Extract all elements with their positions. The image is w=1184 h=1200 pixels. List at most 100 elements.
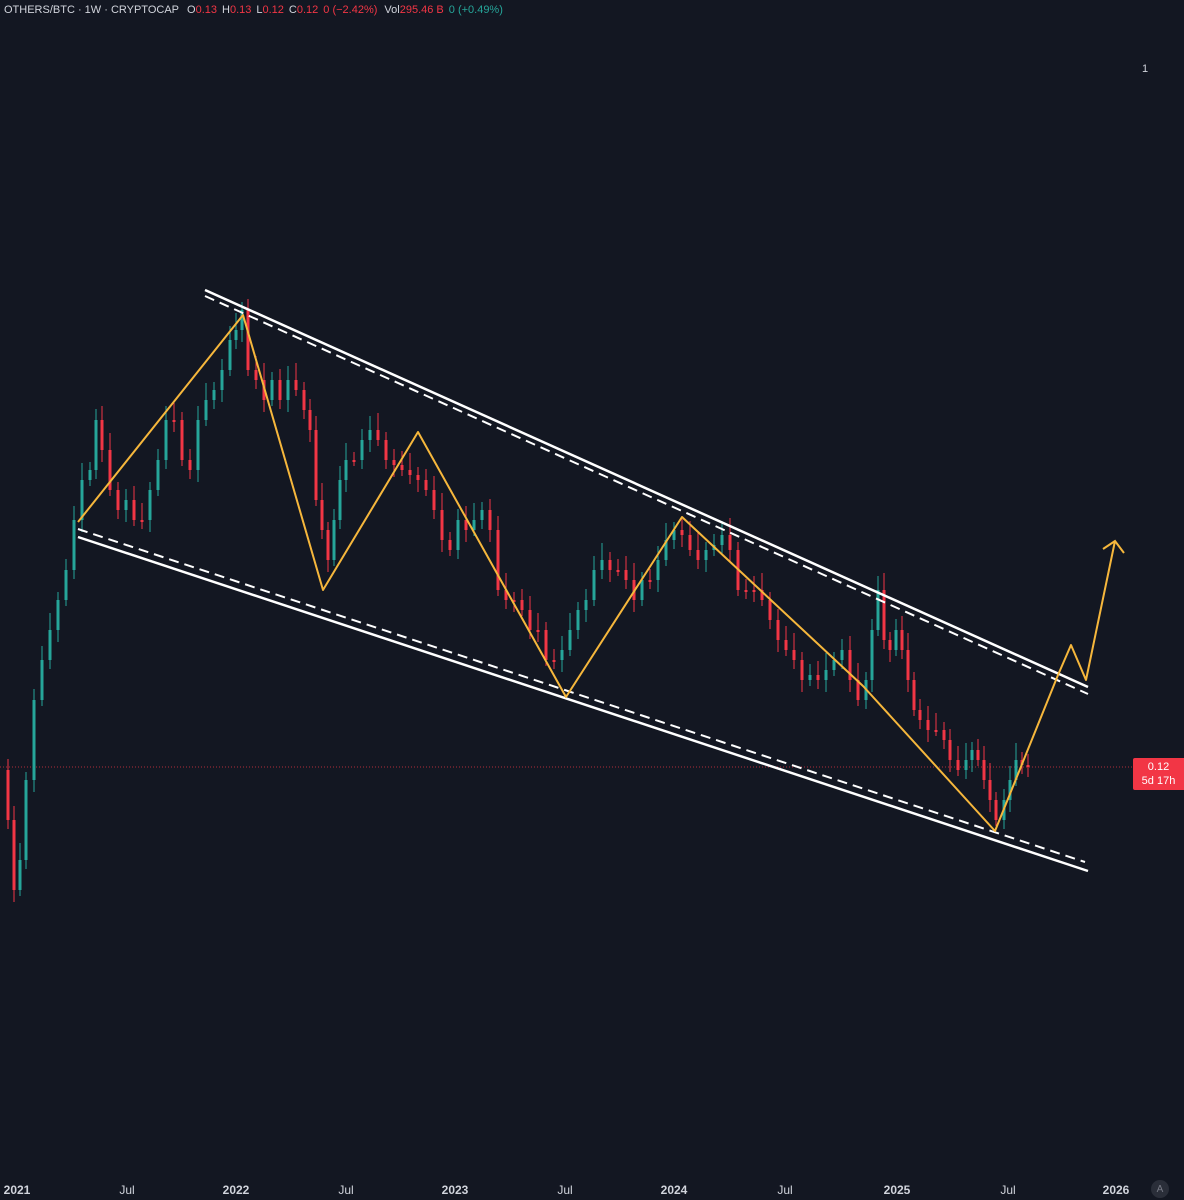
candle-body (918, 710, 922, 720)
candle-body (934, 730, 938, 732)
wave-zigzag-line (77, 314, 1116, 832)
candle-body (72, 520, 76, 570)
time-axis-label: Jul (1000, 1183, 1016, 1197)
candle-body (40, 660, 44, 700)
candle-body (56, 600, 60, 630)
candle-body (448, 540, 452, 550)
candle-body (608, 560, 612, 570)
candle-body (816, 675, 820, 680)
candle-body (286, 380, 290, 400)
candle-body (116, 490, 120, 510)
wave-path (77, 314, 1125, 832)
candlestick-series (6, 299, 1030, 902)
candle-body (80, 480, 84, 520)
candle-body (432, 490, 436, 510)
wave-arrowhead (1102, 539, 1125, 554)
candle-body (326, 530, 330, 560)
candle-body (976, 750, 980, 760)
open-label: O (187, 4, 196, 16)
candle-body (688, 535, 692, 550)
candle-body (696, 550, 700, 560)
time-axis-label: Jul (777, 1183, 793, 1197)
candle-body (254, 370, 258, 380)
candle-body (906, 650, 910, 680)
candle-body (270, 380, 274, 400)
candle-body (584, 600, 588, 610)
candle-body (302, 390, 306, 410)
channel-lower-line (77, 535, 1089, 873)
candle-body (376, 430, 380, 440)
candle-body (536, 630, 540, 632)
symbol-title[interactable]: OTHERS/BTC · 1W · CRYPTOCAP (4, 4, 180, 16)
candle-body (776, 620, 780, 640)
candle-body (988, 780, 992, 800)
volume-label: Vol (384, 4, 400, 16)
candle-body (912, 680, 916, 710)
channel-lower-dashed-line (77, 528, 1086, 863)
candle-body (246, 310, 250, 370)
candle-body (496, 530, 500, 590)
candle-body (792, 650, 796, 660)
time-axis-label: 2024 (660, 1183, 688, 1197)
current-price-value: 0.12 (1147, 761, 1170, 773)
candle-body (552, 660, 556, 662)
candle-body (568, 630, 572, 650)
candle-body (888, 640, 892, 650)
candle-body (156, 460, 160, 490)
candle-body (704, 550, 708, 560)
candle-body (332, 520, 336, 560)
candle-body (472, 520, 476, 530)
candle-body (784, 640, 788, 650)
candle-body (338, 480, 342, 520)
candle-body (882, 590, 886, 640)
auto-scale-button[interactable]: A (1151, 1180, 1169, 1198)
candle-body (220, 370, 224, 390)
candle-body (624, 570, 628, 580)
candle-body (870, 630, 874, 680)
candle-body (234, 330, 238, 340)
candle-body (18, 860, 22, 890)
candle-body (228, 340, 232, 370)
candle-body (744, 590, 748, 592)
time-axis-label: Jul (119, 1183, 135, 1197)
candle-body (172, 420, 176, 422)
candle-body (680, 530, 684, 535)
candle-body (32, 700, 36, 780)
candle-body (640, 580, 644, 600)
channel-upper-line (204, 288, 1089, 689)
candle-body (188, 460, 192, 470)
high-value: 0.13 (229, 4, 252, 16)
candle-body (832, 660, 836, 670)
candle-body (132, 500, 136, 520)
candle-body (982, 760, 986, 780)
channel-upper-dashed-line (204, 295, 1089, 695)
candle-body (970, 750, 974, 760)
candle-body (240, 310, 244, 330)
price-change: 0 (−2.42%) (323, 4, 378, 16)
candle-body (12, 820, 16, 890)
candle-body (124, 500, 128, 510)
time-axis-label: 2023 (441, 1183, 469, 1197)
candle-body (408, 470, 412, 475)
candle-body (464, 520, 468, 530)
candle-body (320, 500, 324, 530)
candle-body (488, 510, 492, 530)
candle-body (824, 670, 828, 680)
candle-body (672, 530, 676, 540)
high-label: H (222, 4, 230, 16)
candle-body (664, 540, 668, 560)
candle-body (856, 680, 860, 700)
candle-body (994, 800, 998, 820)
candle-body (64, 570, 68, 600)
low-label: L (256, 4, 263, 16)
candle-body (212, 390, 216, 400)
time-axis-label: Jul (557, 1183, 573, 1197)
candle-body (24, 780, 28, 860)
candle-body (504, 590, 508, 600)
time-axis-label: 2021 (3, 1183, 31, 1197)
candle-body (894, 630, 898, 650)
candle-body (368, 430, 372, 440)
volume-change: 0 (+0.49%) (448, 4, 503, 16)
candle-body (942, 730, 946, 740)
